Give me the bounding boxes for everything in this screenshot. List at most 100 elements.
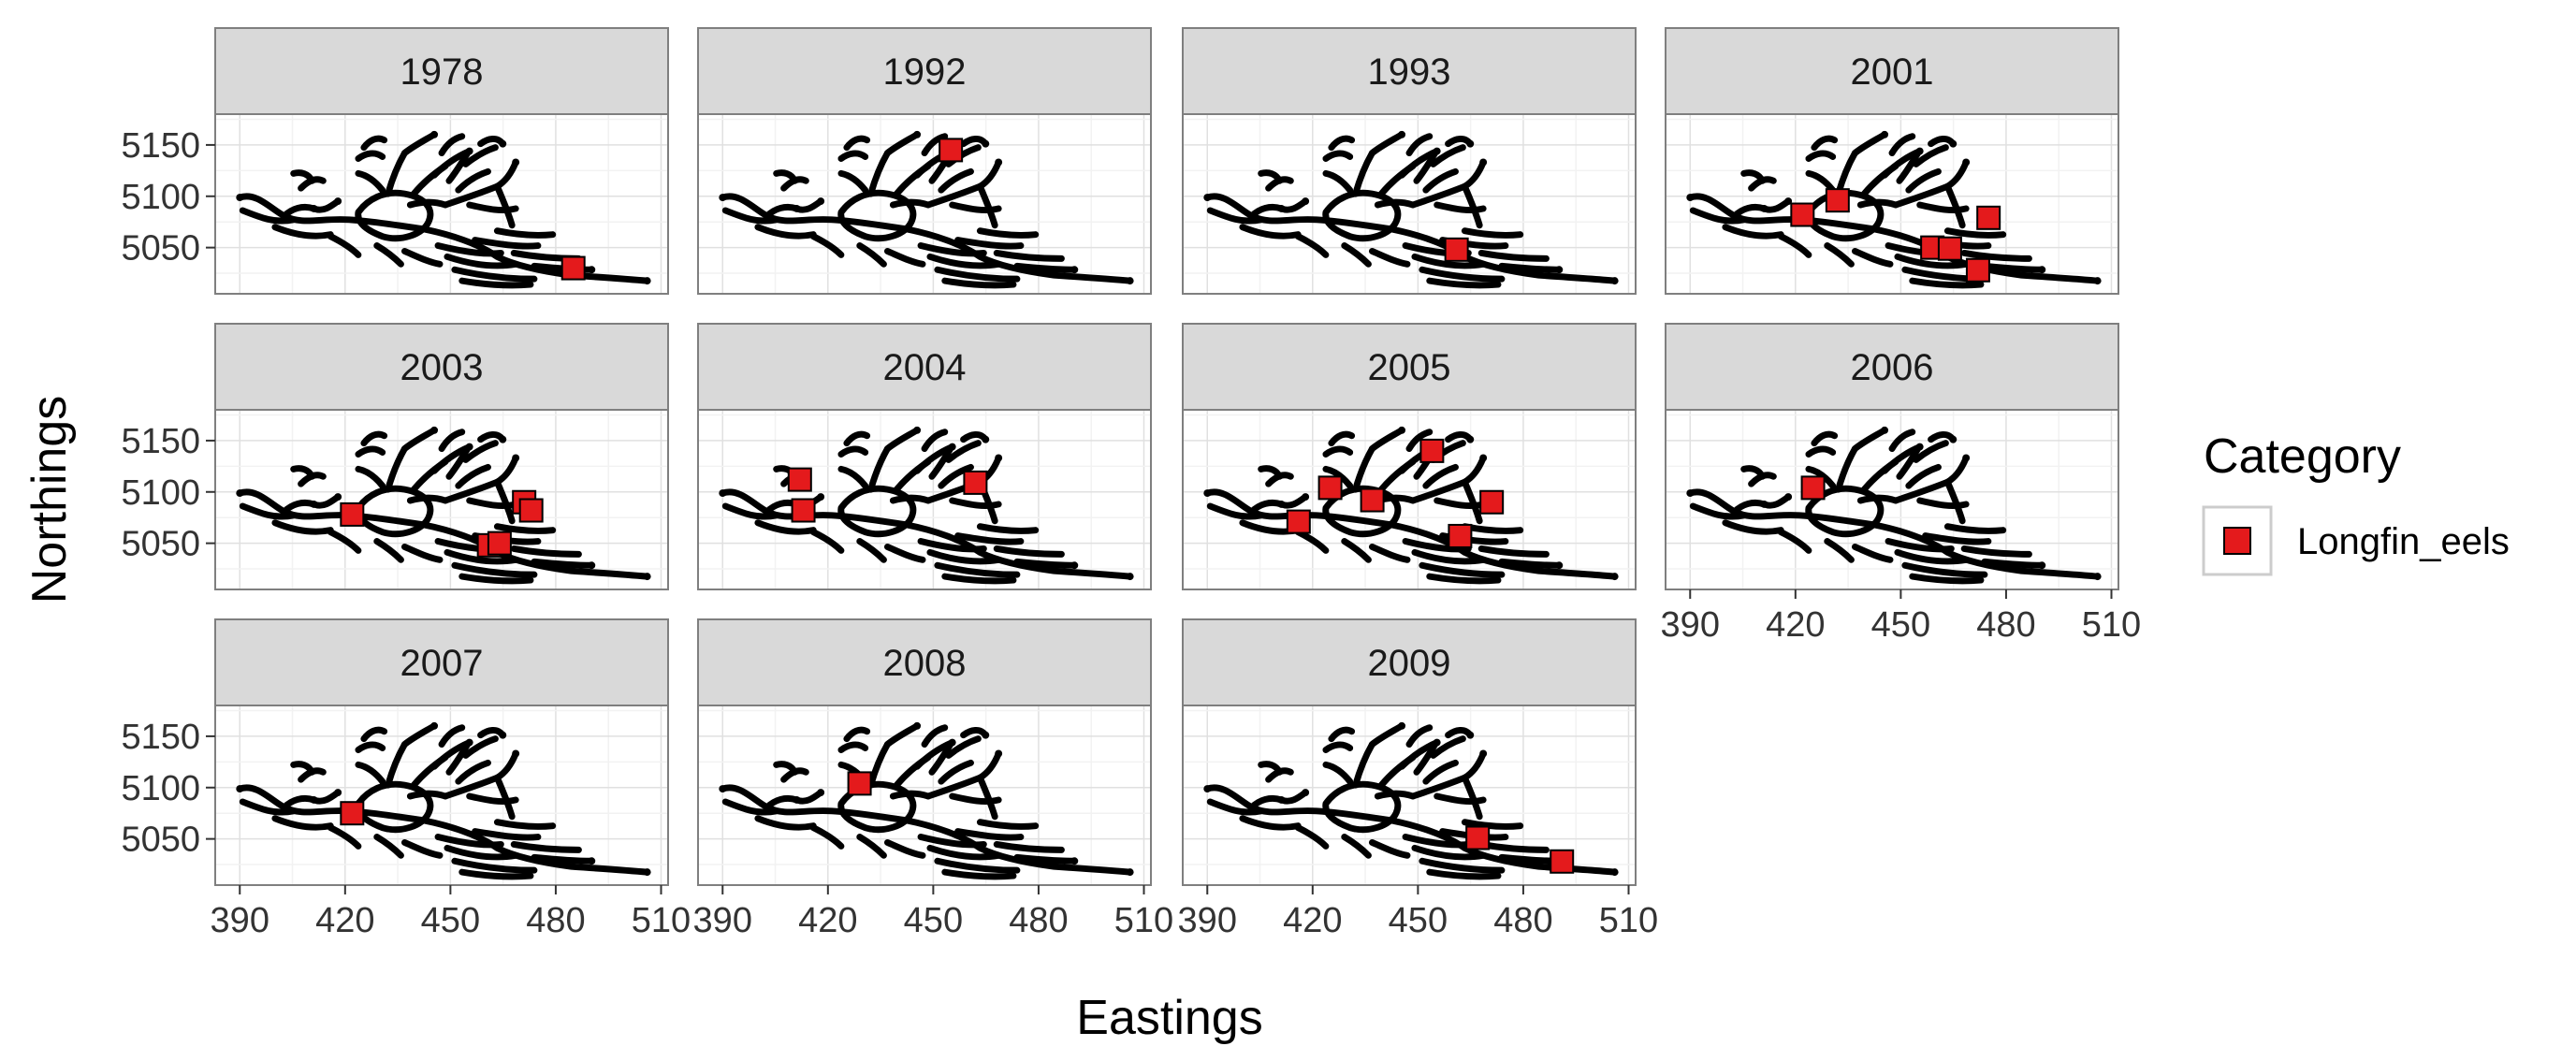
data-point [939,138,964,163]
x-tick-label: 480 [1976,605,2035,645]
data-point [1286,509,1311,534]
legend-key-swatch [2223,527,2251,555]
data-point [1825,188,1850,213]
data-point [1976,205,2001,230]
facet-panels: 1978 5050 5100 5150 1992 1993 2001 2003 5050 5100… [121,27,2141,940]
facet-strip-label: 2005 [1368,347,1451,388]
facet-strip [1182,618,1637,706]
panel-border [697,113,1152,295]
x-tick-label: 450 [1871,605,1930,645]
data-point [1448,523,1473,548]
facet-strip [697,323,1152,411]
data-point [1360,487,1385,513]
y-tick-label: 5150 [121,718,200,757]
data-point [487,530,512,556]
x-tick-label: 450 [1389,901,1448,940]
data-point [1444,237,1469,262]
facet-panel-2009: 2009 390 420 450 480 510 [1178,618,1658,940]
x-tick-label: 390 [211,901,269,940]
legend-title: Category [2204,429,2401,484]
facet-strip [1182,27,1637,115]
facet-strip-label: 2007 [400,643,484,684]
y-tick-label: 5100 [121,769,200,808]
x-tick-label: 510 [2082,605,2141,645]
data-point [1419,438,1445,463]
data-point [1550,849,1575,874]
facet-strip-label: 1993 [1368,51,1451,93]
y-tick-label: 5100 [121,178,200,217]
facet-panel-2001: 2001 [1665,27,2119,295]
facet-panel-2008: 2008 390 420 450 480 510 [693,618,1173,940]
y-tick-label: 5050 [121,821,200,860]
facet-strip-label: 2004 [883,347,967,388]
facet-strip [214,618,669,706]
panel-border [214,113,669,295]
facet-panel-1978: 1978 5050 5100 5150 [121,27,669,295]
facet-strip-label: 2006 [1851,347,1934,388]
x-tick-label: 450 [421,901,480,940]
data-point [340,501,365,527]
panel-border [1182,705,1637,886]
facet-panel-2004: 2004 [697,323,1152,590]
y-tick-label: 5150 [121,126,200,166]
y-tick-label: 5100 [121,473,200,513]
facet-strip [1665,27,2119,115]
data-point [1937,236,1962,261]
panel-border [214,705,669,886]
x-tick-label: 480 [1493,901,1552,940]
facet-strip [697,27,1152,115]
x-axis-title: Eastings [1076,991,1262,1045]
x-tick-label: 510 [1114,901,1173,940]
facet-strip [214,323,669,411]
data-point [1317,475,1343,501]
panel-border [1665,409,2119,590]
facet-panel-2005: 2005 [1182,323,1637,590]
panel-border [697,705,1152,886]
facet-strip-label: 2003 [400,347,484,388]
legend: Category Longfin_eels [2202,429,2510,576]
facet-panel-1992: 1992 [697,27,1152,295]
x-tick-label: 450 [904,901,963,940]
panel-border [1182,113,1637,295]
facet-strip-label: 1978 [400,51,484,93]
data-point [340,801,365,826]
facet-strip-label: 1992 [883,51,967,93]
y-tick-label: 5150 [121,422,200,461]
facet-strip [1182,323,1637,411]
facet-strip-label: 2001 [1851,51,1934,93]
facet-panel-2007: 2007 5050 5100 5150 390 420 450 480 510 [121,618,691,940]
x-tick-label: 390 [1661,605,1720,645]
panel-border [697,409,1152,590]
x-tick-label: 390 [693,901,752,940]
data-point [1790,202,1815,227]
x-tick-label: 420 [1766,605,1825,645]
x-tick-label: 480 [1009,901,1068,940]
y-tick-label: 5050 [121,229,200,269]
facet-strip-label: 2009 [1368,643,1451,684]
facet-strip [214,27,669,115]
data-point [1965,257,1990,283]
data-point [1479,489,1505,515]
data-point [1800,475,1826,501]
data-point [518,498,544,523]
y-axis-title: Northings [22,396,77,604]
facet-panel-1993: 1993 [1182,27,1637,295]
facet-strip [697,618,1152,706]
panel-border [1182,409,1637,590]
x-tick-label: 480 [526,901,585,940]
x-tick-label: 420 [1283,901,1342,940]
facet-panel-2006: 2006 390 420 450 480 510 [1661,323,2141,645]
data-point [560,255,586,281]
x-tick-label: 420 [315,901,374,940]
facet-panel-2003: 2003 5050 5100 5150 [121,323,669,590]
x-tick-label: 390 [1178,901,1237,940]
y-tick-label: 5050 [121,525,200,564]
data-point [787,467,812,492]
data-point [963,470,988,495]
legend-entry-label: Longfin_eels [2297,521,2510,562]
panel-border [214,409,669,590]
data-point [1465,825,1491,850]
x-tick-label: 510 [1599,901,1658,940]
x-tick-label: 420 [798,901,857,940]
